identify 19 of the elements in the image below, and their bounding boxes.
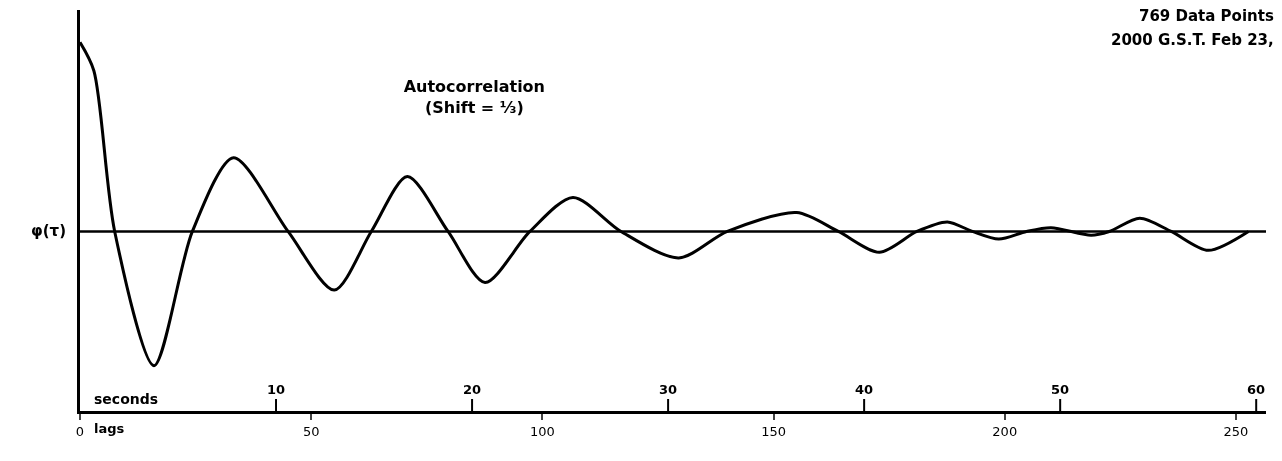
x-tick-label: 0 <box>75 423 85 439</box>
text: Autocorrelation <box>403 77 545 97</box>
x-tick-label: 50 <box>302 423 320 439</box>
x2-tick-label: 50 <box>1051 382 1070 397</box>
x2-tick-label: 60 <box>1247 382 1266 397</box>
annotation: 2000 G.S.T. Feb 23, <box>1111 31 1274 49</box>
x2-axis-title: seconds <box>94 391 159 407</box>
x-tick-label: 200 <box>992 423 1018 439</box>
x-tick-label: 100 <box>529 423 555 439</box>
text: 769 Data Points <box>1139 7 1274 25</box>
text: (Shift = ⅓) <box>424 98 524 117</box>
x-tick-label: 150 <box>761 423 786 439</box>
x2-tick-label: 40 <box>855 382 874 397</box>
x2-tick-label: 20 <box>463 382 482 397</box>
x2-tick-label: 10 <box>267 382 286 397</box>
x-axis-title: lags <box>94 421 125 436</box>
x-tick-label: 250 <box>1223 423 1249 439</box>
y-axis-title: φ(τ) <box>31 222 67 240</box>
x2-tick-label: 30 <box>659 382 678 397</box>
